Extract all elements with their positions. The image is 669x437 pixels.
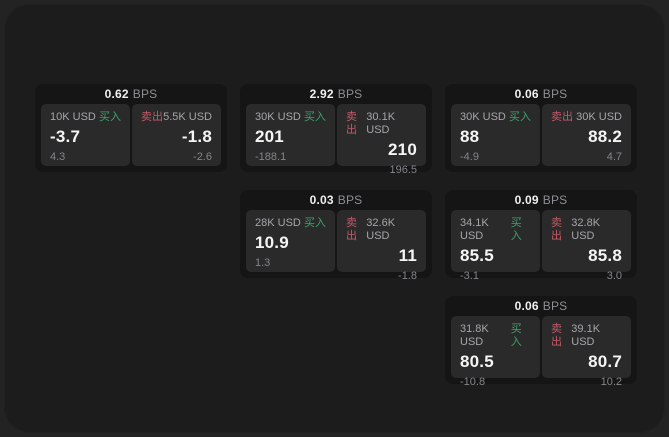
sell-label: 卖出 (346, 111, 357, 136)
sell-delta: -2.6 (193, 151, 212, 163)
sell-label: 卖出 (346, 217, 357, 242)
sell-quote-panel[interactable]: 卖出 30.1K USD 210 196.5 (337, 104, 426, 176)
buy-label: 买入 (304, 217, 326, 229)
sell-label: 卖出 (141, 111, 163, 123)
sell-label: 卖出 (551, 323, 562, 348)
quote-grid: 0.62 BPS 10K USD 买入 -3.7 4.3 卖出 5.5K USD (35, 84, 637, 388)
buy-label: 买入 (304, 111, 326, 123)
spread-value: 0.06 (514, 299, 539, 313)
sell-quote-panel[interactable]: 卖出 5.5K USD -1.8 -2.6 (132, 104, 221, 166)
buy-quote-panel[interactable]: 10K USD 买入 -3.7 4.3 (41, 104, 130, 166)
buy-label: 买入 (99, 111, 121, 123)
spread-header: 0.06 BPS (451, 84, 631, 104)
buy-notional: 34.1K USD (460, 217, 489, 242)
buy-price: 80.5 (460, 352, 494, 371)
buy-delta: -3.1 (460, 270, 479, 282)
quote-card: 0.62 BPS 10K USD 买入 -3.7 4.3 卖出 5.5K USD (35, 84, 227, 172)
sell-notional: 30K USD (576, 111, 622, 123)
sell-quote-panel[interactable]: 卖出 32.8K USD 85.8 3.0 (542, 210, 631, 282)
sell-price: 11 (398, 246, 417, 265)
sell-price: -1.8 (181, 127, 212, 146)
sell-label: 卖出 (551, 111, 573, 123)
buy-quote-panel[interactable]: 30K USD 买入 201 -188.1 (246, 104, 335, 166)
buy-delta: 1.3 (255, 257, 271, 269)
spread-unit: BPS (542, 87, 568, 101)
sell-notional: 30.1K USD (366, 111, 396, 136)
buy-quote-panel[interactable]: 31.8K USD 买入 80.5 -10.8 (451, 316, 540, 388)
spread-header: 0.06 BPS (451, 296, 631, 316)
quote-board-panel: 0.62 BPS 10K USD 买入 -3.7 4.3 卖出 5.5K USD (4, 4, 665, 433)
sell-delta: -1.8 (398, 270, 417, 282)
spread-value: 0.03 (309, 193, 334, 207)
spread-value: 0.09 (514, 193, 539, 207)
quote-card: 2.92 BPS 30K USD 买入 201 -188.1 卖出 30.1K U… (240, 84, 432, 176)
buy-label: 买入 (509, 111, 531, 123)
quote-card: 0.09 BPS 34.1K USD 买入 85.5 -3.1 卖出 32.8K … (445, 190, 637, 282)
sell-quote-panel[interactable]: 卖出 39.1K USD 80.7 10.2 (542, 316, 631, 388)
buy-notional: 30K USD (255, 111, 301, 123)
buy-delta: 4.3 (50, 151, 66, 163)
sell-notional: 32.8K USD (571, 217, 601, 242)
sell-quote-panel[interactable]: 卖出 32.6K USD 11 -1.8 (337, 210, 426, 282)
spread-unit: BPS (542, 193, 568, 207)
buy-price: 10.9 (255, 233, 289, 252)
spread-header: 0.03 BPS (246, 190, 426, 210)
sell-price: 88.2 (588, 127, 622, 146)
buy-delta: -10.8 (460, 376, 486, 388)
buy-label: 买入 (510, 217, 522, 242)
sell-quote-panel[interactable]: 卖出 30K USD 88.2 4.7 (542, 104, 631, 166)
spread-header: 0.62 BPS (41, 84, 221, 104)
buy-notional: 10K USD (50, 111, 96, 123)
spread-header: 0.09 BPS (451, 190, 631, 210)
sell-price: 85.8 (588, 246, 622, 265)
sell-label: 卖出 (551, 217, 562, 242)
buy-price: 88 (460, 127, 480, 146)
buy-notional: 30K USD (460, 111, 506, 123)
sell-price: 80.7 (588, 352, 622, 371)
quote-card: 0.03 BPS 28K USD 买入 10.9 1.3 卖出 32.6K USD (240, 190, 432, 282)
spread-unit: BPS (132, 87, 158, 101)
spread-unit: BPS (337, 87, 363, 101)
spread-unit: BPS (337, 193, 363, 207)
buy-delta: -188.1 (255, 151, 287, 163)
buy-price: 85.5 (460, 246, 494, 265)
buy-quote-panel[interactable]: 34.1K USD 买入 85.5 -3.1 (451, 210, 540, 282)
sell-notional: 39.1K USD (571, 323, 601, 348)
sell-notional: 5.5K USD (163, 111, 212, 123)
buy-delta: -4.9 (460, 151, 479, 163)
sell-delta: 3.0 (606, 270, 622, 282)
spread-value: 0.06 (514, 87, 539, 101)
buy-label: 买入 (510, 323, 522, 348)
buy-notional: 28K USD (255, 217, 301, 229)
buy-price: 201 (255, 127, 284, 146)
spread-value: 2.92 (309, 87, 334, 101)
quote-card: 0.06 BPS 31.8K USD 买入 80.5 -10.8 卖出 39.1K… (445, 296, 637, 388)
sell-delta: 10.2 (600, 376, 622, 388)
spread-unit: BPS (542, 299, 568, 313)
quote-card: 0.06 BPS 30K USD 买入 88 -4.9 卖出 30K USD (445, 84, 637, 172)
buy-price: -3.7 (50, 127, 81, 146)
sell-delta: 4.7 (606, 151, 622, 163)
buy-notional: 31.8K USD (460, 323, 489, 348)
buy-quote-panel[interactable]: 28K USD 买入 10.9 1.3 (246, 210, 335, 272)
spread-header: 2.92 BPS (246, 84, 426, 104)
sell-price: 210 (388, 140, 417, 159)
buy-quote-panel[interactable]: 30K USD 买入 88 -4.9 (451, 104, 540, 166)
sell-delta: 196.5 (389, 164, 417, 176)
sell-notional: 32.6K USD (366, 217, 396, 242)
spread-value: 0.62 (104, 87, 129, 101)
